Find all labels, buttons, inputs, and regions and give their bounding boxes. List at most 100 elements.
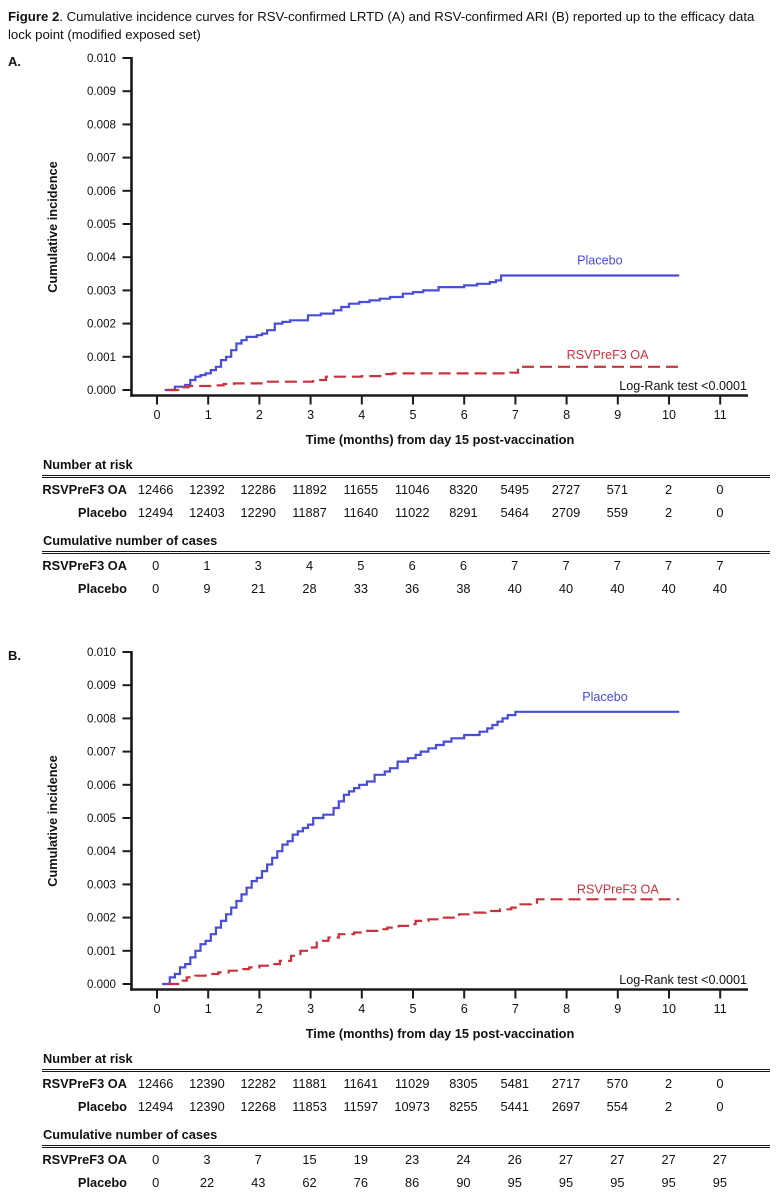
- table-cell: 11892: [292, 482, 327, 498]
- table-cell: 2: [665, 1099, 673, 1115]
- table-cell: 27: [661, 1152, 676, 1168]
- table-cell: 12403: [189, 505, 225, 521]
- table-cell: 12286: [240, 482, 277, 498]
- table-cell: 11881: [292, 1076, 327, 1092]
- table-cell: 559: [606, 505, 628, 521]
- y-tick-label: 0.008: [87, 713, 116, 726]
- table-cell: 5441: [500, 1099, 529, 1115]
- table-cell: 0: [152, 1152, 160, 1168]
- table-row: RSVPreF3 OA 0 1 3 4 5 6 6 7 7 7 7 7: [42, 554, 770, 577]
- table-cell: 76: [353, 1175, 368, 1191]
- table-cell: 95: [712, 1175, 728, 1191]
- table-cell: 15: [302, 1152, 317, 1168]
- x-tick-label: 1: [205, 1002, 212, 1016]
- panel-b: B. Cumulative incidence 0.000 0.001 0.002 0.0…: [0, 644, 779, 1194]
- table-gap: [42, 524, 770, 531]
- table-cell: 7: [562, 558, 570, 574]
- rsvpref3-oa-curve: [167, 898, 680, 986]
- table-row: Placebo 12494 12390 12268 11853 11597 10973 825…: [42, 1095, 770, 1118]
- x-tick-label: 9: [614, 1002, 621, 1016]
- table-cell: 12290: [240, 505, 277, 521]
- log-rank-annotation: Log-Rank test <0.0001: [619, 379, 747, 393]
- table-cell: 2: [665, 505, 673, 521]
- table-cell: 8320: [449, 482, 478, 498]
- table-cell: 95: [507, 1175, 522, 1191]
- x-tick-label: 9: [614, 408, 621, 422]
- table-cell: 5: [357, 558, 365, 574]
- chart-panel-a: A. Cumulative incidence 0.000 0.001 0.002 0.0…: [8, 52, 748, 447]
- y-tick-label: 0.006: [87, 185, 116, 198]
- table-cell: 33: [353, 581, 368, 597]
- table-cell: 5481: [500, 1076, 529, 1092]
- table-cell: 12494: [137, 1099, 174, 1115]
- table-cell: 12466: [137, 482, 174, 498]
- table-cell: 2: [665, 1076, 673, 1092]
- y-tick-label: 0.005: [87, 218, 116, 231]
- x-tick-label: 5: [409, 1002, 416, 1016]
- table-cell: 11640: [343, 505, 379, 521]
- x-tick-label: 6: [461, 1002, 468, 1016]
- placebo-curve: [164, 274, 680, 392]
- y-tick-label: 0.000: [87, 384, 116, 397]
- number-at-risk-heading: Number at risk: [43, 457, 133, 473]
- table-cell: 11853: [292, 1099, 327, 1115]
- y-tick-label: 0.008: [87, 119, 116, 132]
- table-cell: 95: [661, 1175, 676, 1191]
- table-cell: 43: [251, 1175, 266, 1191]
- y-tick-label: 0.003: [87, 285, 116, 298]
- table-cell: 11029: [394, 1076, 430, 1092]
- row-label: RSVPreF3 OA: [42, 1152, 127, 1168]
- table-cell: 8255: [449, 1099, 478, 1115]
- table-cell: 11641: [343, 1076, 379, 1092]
- table-cell: 0: [716, 1076, 724, 1092]
- y-tick-label: 0.000: [87, 978, 116, 991]
- y-tick-label: 0.003: [87, 879, 116, 892]
- table-cell: 11887: [292, 505, 327, 521]
- y-tick-label: 0.006: [87, 779, 116, 792]
- table-cell: 27: [610, 1152, 625, 1168]
- table-cell: 6: [459, 558, 467, 574]
- x-axis-title: Time (months) from day 15 post-vaccinati…: [306, 432, 575, 447]
- table-cell: 570: [606, 1076, 628, 1092]
- table-cell: 5495: [500, 482, 529, 498]
- risk-tables-a: Number at risk RSVPreF3 OA 12466 12392 12286…: [42, 455, 770, 600]
- row-label: RSVPreF3 OA: [42, 1076, 127, 1092]
- x-tick-label: 0: [153, 408, 160, 422]
- x-tick-label: 7: [512, 1002, 519, 1016]
- table-cell: 4: [305, 558, 314, 574]
- table-cell: 12282: [240, 1076, 277, 1092]
- table-gap: [42, 1118, 770, 1125]
- row-label: Placebo: [77, 505, 127, 521]
- table-row: RSVPreF3 OA 12466 12390 12282 11881 11641 1102…: [42, 1072, 770, 1095]
- x-tick-label: 4: [358, 1002, 365, 1016]
- panel-a: A. Cumulative incidence 0.000 0.001 0.002 0.0…: [0, 50, 779, 600]
- table-cell: 554: [606, 1099, 628, 1115]
- y-tick-label: 0.009: [87, 679, 116, 692]
- y-tick-label: 0.001: [87, 945, 116, 958]
- table-cell: 7: [665, 558, 673, 574]
- table-cell: 0: [716, 1099, 724, 1115]
- table-cell: 1: [203, 558, 211, 574]
- table-cell: 12494: [137, 505, 174, 521]
- x-tick-label: 10: [662, 1002, 676, 1016]
- x-tick-label: 6: [461, 408, 468, 422]
- x-tick-label: 3: [307, 1002, 314, 1016]
- risk-tables-b: Number at risk RSVPreF3 OA 12466 12390 12282…: [42, 1049, 770, 1194]
- table-cell: 9: [203, 581, 211, 597]
- table-cell: 40: [610, 581, 625, 597]
- table-cell: 28: [302, 581, 317, 597]
- x-tick-label: 10: [662, 408, 676, 422]
- table-row: RSVPreF3 OA 12466 12392 12286 11892 11655 1104…: [42, 478, 770, 501]
- table-cell: 0: [716, 505, 724, 521]
- table-cell: 0: [152, 1175, 160, 1191]
- table-cell: 27: [558, 1152, 574, 1168]
- table-cell: 12466: [137, 1076, 174, 1092]
- panel-label-b: B.: [8, 648, 21, 663]
- table-cell: 40: [661, 581, 676, 597]
- table-row: Placebo 12494 12403 12290 11887 11640 11022 829…: [42, 501, 770, 524]
- table-cell: 3: [254, 558, 262, 574]
- table-row: Placebo 0 22 43 62 76 86 90 95 95 95 95 95: [42, 1171, 770, 1194]
- table-cell: 12268: [240, 1099, 277, 1115]
- table-cell: 6: [408, 558, 416, 574]
